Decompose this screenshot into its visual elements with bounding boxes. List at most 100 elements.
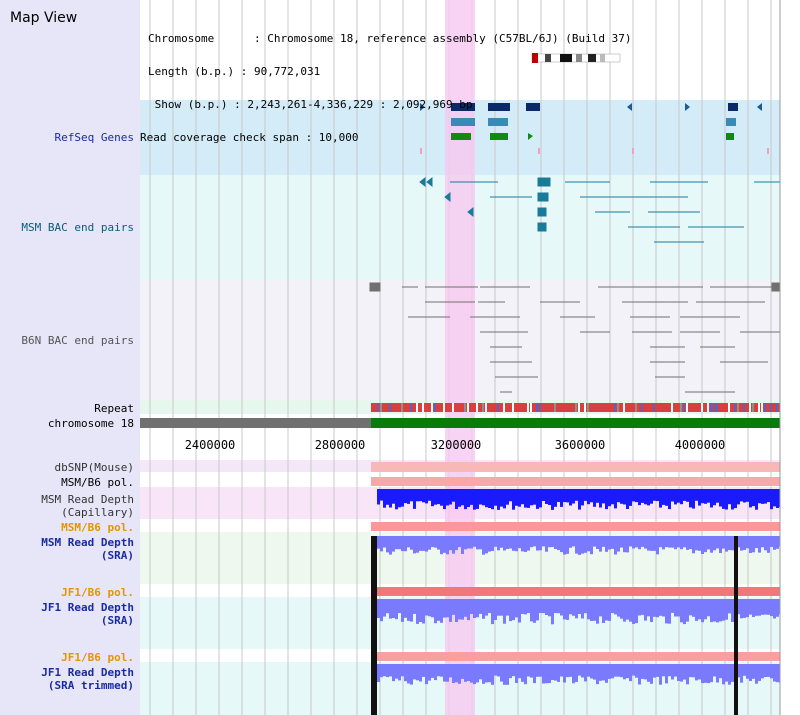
depth-bar — [704, 599, 707, 620]
depth-bar — [515, 536, 518, 552]
depth-bar — [416, 599, 419, 624]
depth-bar — [716, 489, 719, 503]
track-label-dbsnp[interactable]: dbSNP(Mouse) — [54, 461, 134, 474]
track-label-msm-depth-sra[interactable]: MSM Read Depth (SRA) — [41, 536, 134, 562]
depth-bar — [725, 536, 728, 552]
depth-bar — [482, 536, 485, 555]
depth-bar — [449, 599, 452, 622]
depth-bar — [467, 536, 470, 549]
depth-bar — [644, 599, 647, 621]
depth-bar — [632, 664, 635, 676]
depth-bar — [632, 489, 635, 502]
depth-bar — [398, 489, 401, 508]
depth-bar — [476, 489, 479, 509]
depth-bar — [530, 536, 533, 548]
depth-bar — [707, 664, 710, 684]
depth-bar — [698, 664, 701, 680]
depth-bar — [500, 664, 503, 682]
depth-bar — [413, 664, 416, 680]
depth-bar — [743, 536, 746, 550]
depth-bar — [653, 599, 656, 617]
depth-bar — [716, 536, 719, 549]
repeat-stripe — [431, 403, 433, 412]
depth-bar — [617, 599, 620, 617]
info-length: Length (b.p.) : 90,772,031 — [148, 65, 321, 78]
depth-bar — [587, 599, 590, 620]
depth-bar — [737, 599, 740, 615]
depth-bar — [728, 489, 731, 505]
depth-bar — [602, 599, 605, 623]
depth-bar — [725, 664, 728, 682]
track-label-repeat[interactable]: Repeat — [94, 402, 134, 415]
track-label-msm-bac[interactable]: MSM BAC end pairs — [21, 221, 134, 234]
track-label-jf1-b6-pol-2[interactable]: JF1/B6 pol. — [61, 651, 134, 664]
depth-bar — [428, 489, 431, 501]
depth-bar — [380, 489, 383, 501]
depth-bar — [704, 664, 707, 683]
repeat-stripe — [467, 403, 469, 412]
depth-bar — [506, 664, 509, 685]
track-label-b6n-bac[interactable]: B6N BAC end pairs — [21, 334, 134, 347]
info-chromosome: Chromosome : Chromosome 18, reference as… — [148, 32, 632, 45]
depth-bar — [440, 599, 443, 623]
depth-bar — [623, 536, 626, 553]
depth-bar — [590, 536, 593, 555]
depth-bar — [728, 599, 731, 614]
depth-bar — [584, 664, 587, 682]
depth-bar — [467, 664, 470, 681]
map-view-title: Map View — [10, 10, 78, 26]
depth-bar — [560, 489, 563, 507]
depth-bar — [398, 599, 401, 614]
depth-bar — [419, 489, 422, 502]
depth-bar — [599, 664, 602, 681]
depth-bar — [410, 599, 413, 622]
track-label-jf1-b6-pol-1[interactable]: JF1/B6 pol. — [61, 586, 134, 599]
depth-bar — [752, 536, 755, 553]
track-label-msm-b6-pol-2[interactable]: MSM/B6 pol. — [61, 521, 134, 534]
depth-bar — [536, 536, 539, 551]
repeat-stripe — [635, 403, 637, 412]
msm-b6-pol-track-1 — [371, 477, 780, 486]
depth-bar — [551, 536, 554, 548]
repeat-stripe — [764, 403, 766, 412]
depth-bar — [395, 489, 398, 510]
depth-bar — [392, 664, 395, 682]
depth-bar — [614, 536, 617, 555]
depth-bar — [587, 536, 590, 552]
depth-bar — [416, 489, 419, 502]
depth-bar — [659, 599, 662, 616]
depth-bar — [674, 664, 677, 677]
depth-bar — [461, 599, 464, 620]
depth-bar — [710, 536, 713, 553]
track-label-jf1-depth-sra[interactable]: JF1 Read Depth (SRA) — [41, 601, 134, 627]
genome-browser-plot[interactable]: 2400000 2800000 3200000 3600000 4000000 — [140, 0, 800, 715]
depth-bar — [767, 536, 770, 553]
track-label-msm-b6-pol-1[interactable]: MSM/B6 pol. — [61, 476, 134, 489]
repeat-stripe — [683, 403, 685, 412]
track-label-msm-depth-capillary[interactable]: MSM Read Depth (Capillary) — [41, 493, 134, 519]
depth-bar — [677, 599, 680, 617]
track-label-refseq-genes[interactable]: RefSeq Genes — [54, 131, 134, 144]
depth-bar — [719, 489, 722, 507]
depth-bar — [581, 599, 584, 619]
depth-bar — [593, 664, 596, 680]
depth-bar — [488, 489, 491, 508]
track-label-chromosome[interactable]: chromosome 18 — [47, 417, 134, 430]
depth-bar — [608, 536, 611, 550]
depth-bar — [632, 536, 635, 549]
depth-bar — [422, 489, 425, 503]
depth-bar — [578, 664, 581, 676]
depth-bar — [458, 536, 461, 548]
depth-bar — [572, 489, 575, 504]
depth-bar — [626, 489, 629, 509]
depth-bar — [485, 599, 488, 616]
depth-bar — [536, 664, 539, 677]
depth-bar — [383, 489, 386, 508]
depth-bar — [425, 489, 428, 504]
depth-bar — [410, 664, 413, 685]
depth-bar — [440, 664, 443, 677]
depth-bar — [629, 536, 632, 547]
track-label-jf1-depth-sra-trimmed[interactable]: JF1 Read Depth (SRA trimmed) — [41, 666, 134, 692]
depth-bar — [656, 599, 659, 618]
depth-bar — [494, 536, 497, 547]
